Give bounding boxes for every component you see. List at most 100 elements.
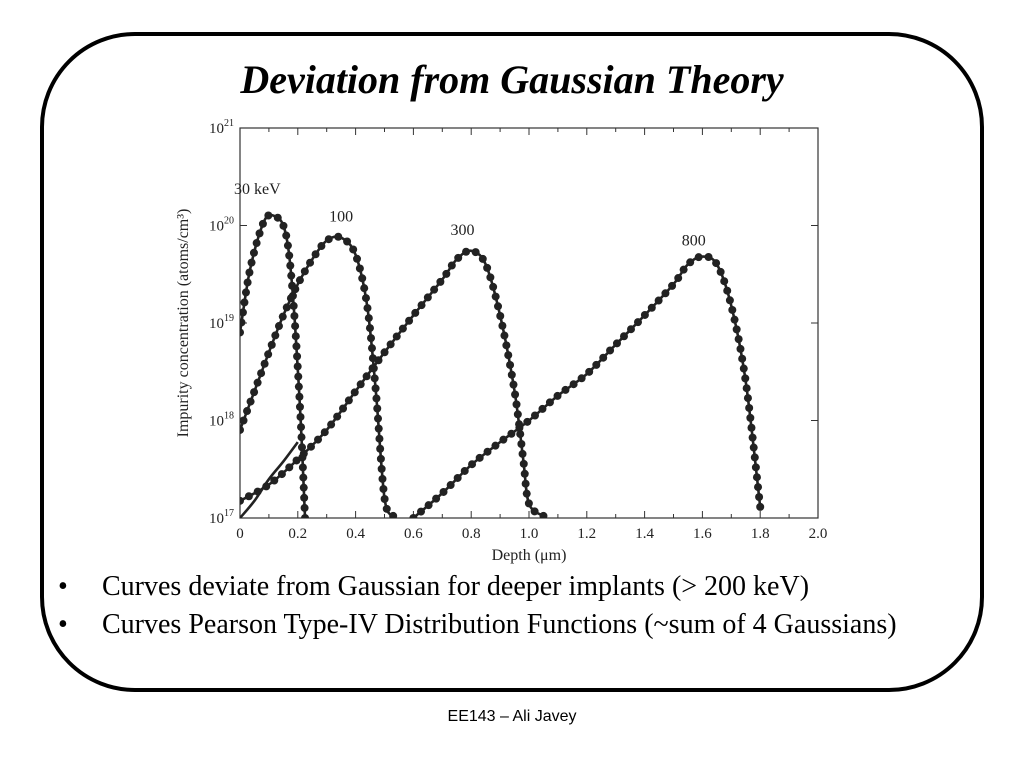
data-point [654,296,663,305]
data-point [370,374,379,383]
data-point [502,341,511,350]
data-point [375,434,384,443]
data-point [249,248,258,257]
data-point [577,374,586,383]
data-point [756,502,765,511]
data-point [745,403,754,412]
bullet-text: Curves deviate from Gaussian for deeper … [102,571,810,602]
data-point [524,499,533,508]
data-point [298,463,307,472]
data-point [264,211,273,220]
data-point [291,332,300,341]
data-point [244,492,253,501]
data-point [300,503,309,512]
data-point [334,232,343,241]
data-point [446,481,455,490]
data-point [282,303,291,312]
data-point [521,479,530,488]
data-point [277,470,286,479]
data-point [453,473,462,482]
data-point [686,258,695,267]
curve-label: 800 [682,233,706,250]
y-tick-label: 1019 [209,313,234,332]
data-point [496,312,505,321]
bullet-marker: • [58,571,68,602]
data-point [264,350,273,359]
data-point [592,360,601,369]
data-point [376,444,385,453]
data-point [377,464,386,473]
data-point [367,334,376,343]
x-tick-label: 1.4 [635,526,654,542]
data-point [475,453,484,462]
curve-label: 30 keV [234,181,281,198]
y-tick-label: 1021 [209,118,234,137]
data-point [517,440,526,449]
data-point [523,417,532,426]
x-tick-label: 0.4 [346,526,365,542]
data-point [299,449,308,458]
data-point [371,384,380,393]
bullet-item: • Curves Pearson Type-IV Distribution Fu… [58,610,978,640]
data-point [436,277,445,286]
data-point [507,370,516,379]
data-point [240,416,248,425]
data-point [240,496,244,505]
data-point [730,315,739,324]
plot-frame [239,127,819,519]
data-point [291,322,300,331]
data-point [285,463,294,472]
data-point [267,340,276,349]
data-point [439,487,448,496]
data-point [294,382,303,391]
data-point [361,294,370,303]
data-point [260,359,269,368]
data-point [380,494,389,503]
data-point [743,394,752,403]
data-point [569,380,578,389]
data-point [553,391,562,400]
x-tick-label: 1.2 [577,526,596,542]
x-tick-label: 1.0 [520,526,539,542]
data-point [516,430,525,439]
data-point [339,404,348,413]
data-point [327,420,336,429]
data-point [285,251,294,260]
data-point [734,335,743,344]
data-point [297,443,306,452]
data-point [367,344,376,353]
data-point [509,380,518,389]
data-point [258,219,267,228]
data-point [471,248,480,257]
x-tick-label: 1.8 [751,526,770,542]
slide-frame [40,32,984,692]
bullet-text: Curves Pearson Type-IV Distribution Func… [102,609,897,640]
data-point [478,254,487,263]
x-tick-label: 0.6 [404,526,423,542]
data-point [725,296,734,305]
y-tick-label: 1020 [209,216,234,235]
data-point [633,318,642,327]
data-point [486,273,495,282]
data-point [376,454,385,463]
data-point [741,374,750,383]
data-point [738,354,747,363]
curve-label: 300 [451,222,475,239]
data-point [292,456,301,465]
bullet-list: • Curves deviate from Gaussian for deepe… [58,572,978,648]
data-point [498,321,507,330]
data-point [460,466,469,475]
data-point [386,340,395,349]
data-point [432,494,441,503]
data-point [293,362,302,371]
data-point [240,308,247,317]
data-point [530,411,539,420]
data-point [606,346,615,355]
data-point [368,364,377,373]
data-point [494,302,503,311]
data-point [405,316,414,325]
data-point [253,378,262,387]
data-point [417,507,426,516]
data-point [283,241,292,250]
data-point [668,281,677,290]
